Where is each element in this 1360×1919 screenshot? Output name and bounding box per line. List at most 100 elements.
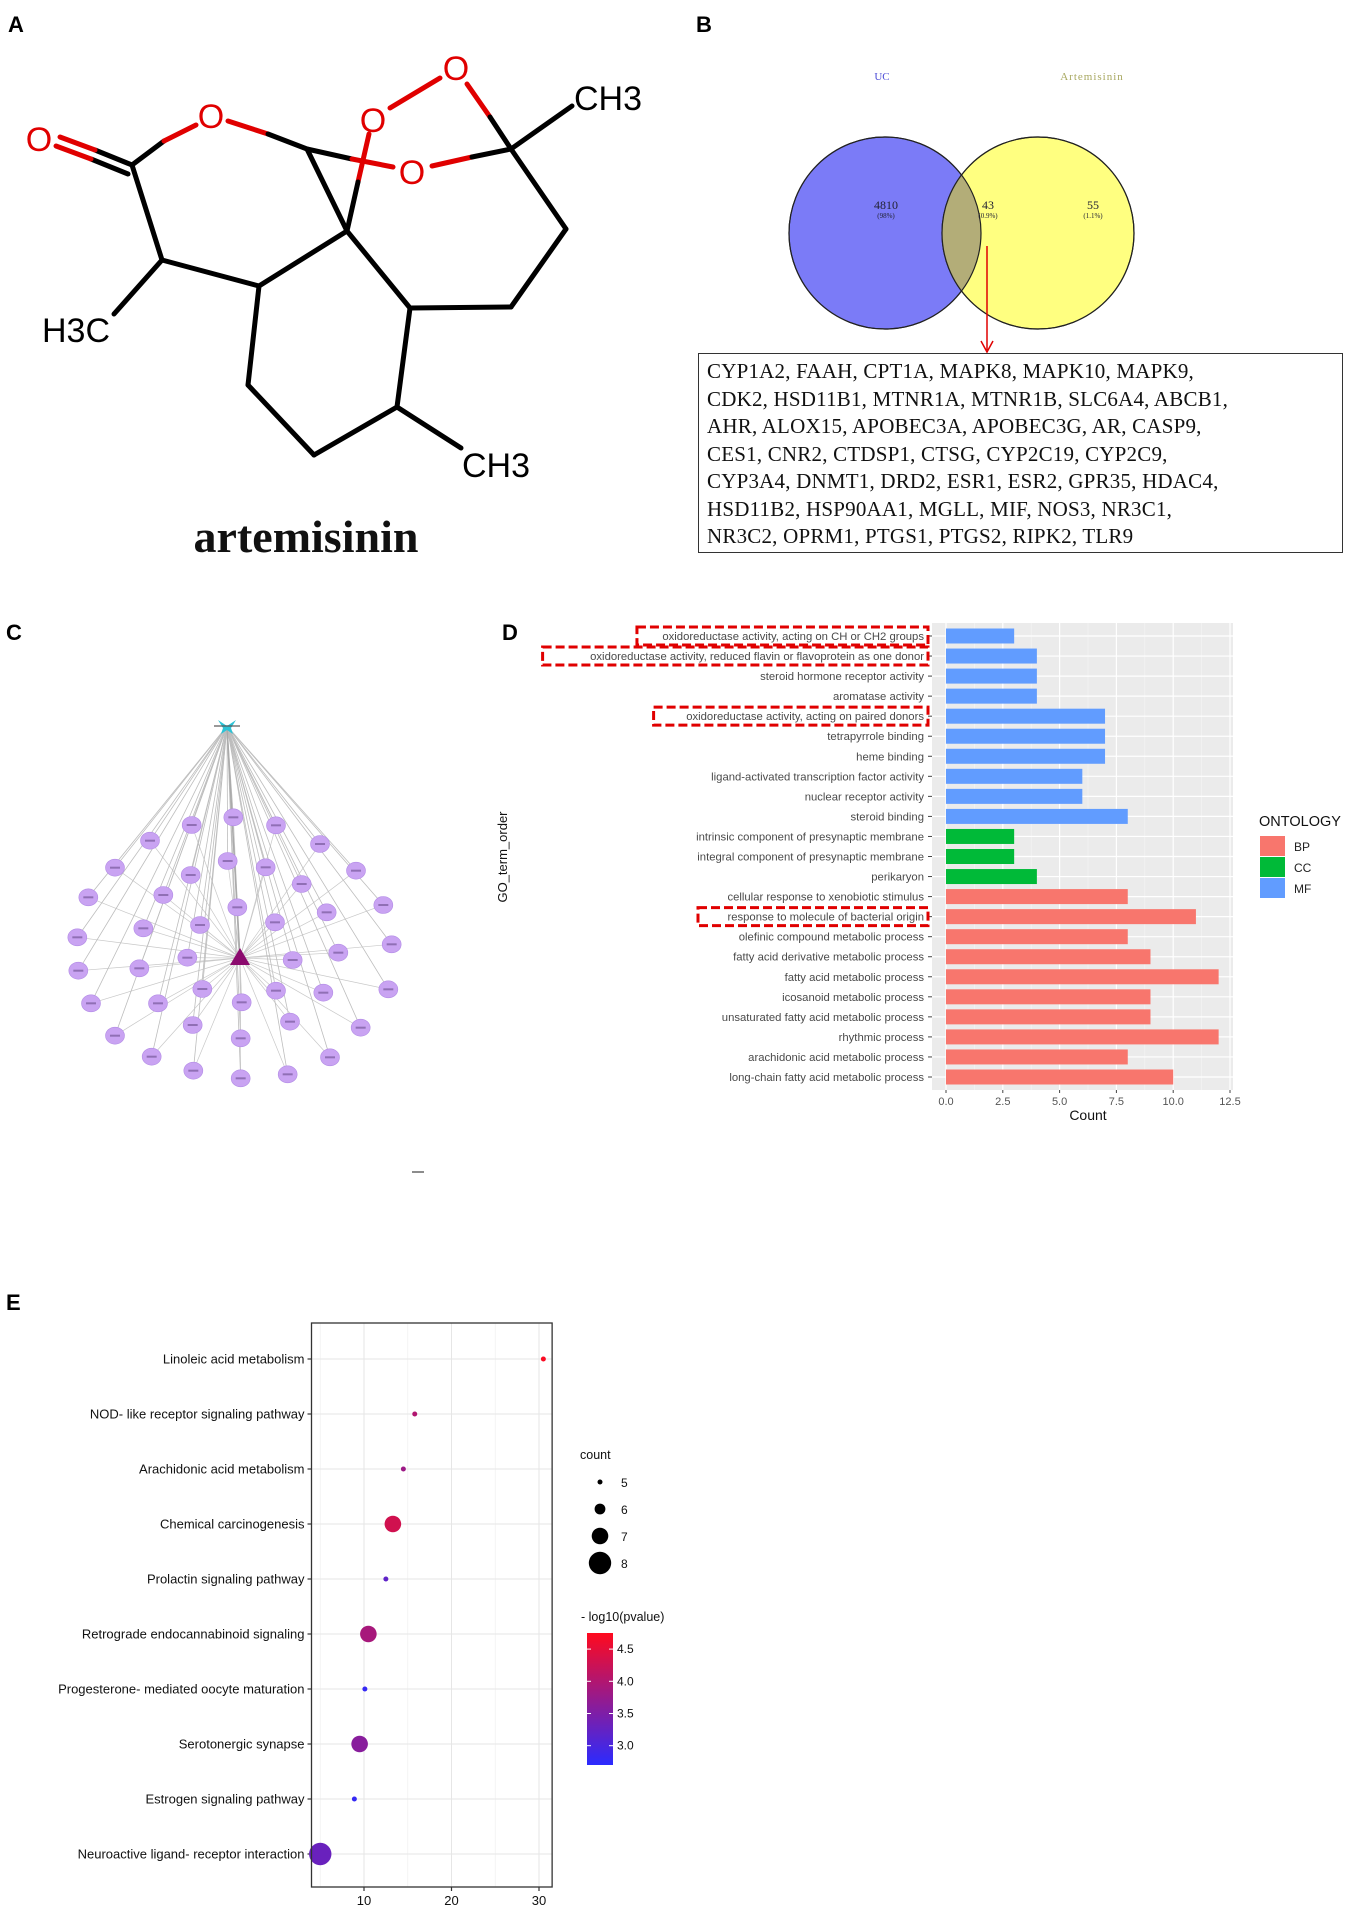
bond (129, 138, 167, 168)
size-legend-dot (594, 1503, 606, 1515)
bond (245, 382, 317, 458)
target-node-label (235, 1077, 246, 1080)
colorbar (587, 1633, 613, 1765)
network-edge (193, 957, 241, 1071)
network-edge (114, 957, 241, 1036)
target-node-label (182, 956, 193, 959)
network-edge (77, 936, 241, 959)
venn-count-overlap: 43 (982, 198, 994, 212)
bond (394, 404, 464, 451)
data-point (383, 1576, 389, 1582)
y-tick-label: heme binding (856, 751, 924, 763)
colorbar-label: 4.0 (617, 1674, 634, 1688)
bar (946, 748, 1106, 764)
y-tick-label: NOD- like receptor signaling pathway (90, 1407, 305, 1422)
y-tick-label: integral component of presynaptic membra… (697, 852, 924, 864)
target-node-label (222, 860, 233, 862)
target-node-label (296, 883, 307, 885)
bond (129, 162, 165, 263)
network-edge (157, 957, 241, 1004)
y-tick-label: fatty acid derivative metabolic process (733, 952, 924, 964)
size-legend-dot (591, 1527, 609, 1545)
gene-list-line: CYP3A4, DNMT1, DRD2, ESR1, ESR2, GPR35, … (707, 469, 1219, 493)
bar (946, 1029, 1219, 1045)
compound-name: artemisinin (194, 511, 419, 562)
x-tick-label: 7.5 (1109, 1096, 1124, 1108)
bond (407, 304, 514, 311)
target-node-label (351, 869, 361, 872)
bond (344, 228, 413, 311)
network-edge (90, 725, 228, 1004)
bond (111, 257, 165, 317)
go-bar-chart: 0.0 2.5 5.0 7.5 10.0 12.5 oxidoreductase activ… (495, 623, 1341, 1123)
venn-percent-artemisinin: (1.1%) (1083, 212, 1103, 220)
network-edge (114, 867, 241, 959)
target-node-label (145, 839, 155, 842)
network-edge (226, 725, 324, 993)
target-node-label (134, 967, 145, 970)
x-tick-label: 0.0 (938, 1096, 953, 1108)
legend-title: ONTOLOGY (1259, 814, 1341, 830)
target-node-label (73, 969, 84, 972)
plot-border (310, 1322, 553, 1888)
network-edge (239, 957, 242, 1079)
bar (946, 889, 1128, 905)
network-edge (151, 957, 241, 1057)
panel-label-b: B (696, 12, 712, 37)
y-tick-label: response to molecule of bacterial origin (727, 912, 924, 924)
gene-list-line: HSD11B2, HSP90AA1, MGLL, MIF, NOS3, NR3C… (707, 496, 1173, 521)
atom-ch3-bottom: CH3 (462, 447, 530, 485)
panel-label-d: D (502, 620, 518, 645)
bond (256, 228, 350, 289)
data-point (540, 1356, 546, 1362)
gene-list-line: CYP1A2, FAAH, CPT1A, MAPK8, MAPK10, MAPK… (707, 359, 1195, 383)
target-node-label (158, 894, 169, 896)
venn-label-artemisinin: Artemisinin (1060, 71, 1124, 83)
venn-label-uc: UC (874, 71, 889, 83)
bar (946, 808, 1128, 824)
highlight-box (696, 906, 930, 928)
y-tick-label: Retrograde endocannabinoid signaling (82, 1627, 305, 1642)
disease-node-triangle-icon (230, 948, 250, 965)
venn-diagram: UC Artemisinin 4810 (98%) 43 (0.9%) 55 (… (788, 71, 1135, 354)
data-point (384, 1515, 402, 1533)
network-edge (239, 957, 389, 990)
y-tick-label: Neuroactive ligand- receptor interaction (78, 1847, 305, 1862)
network-edge (77, 725, 228, 938)
network-edge (226, 725, 362, 1028)
artemisinin-structure (53, 75, 575, 458)
target-node-label (185, 874, 196, 876)
network-edge (192, 725, 228, 1026)
size-legend-title: count (580, 1448, 611, 1462)
bond (304, 146, 355, 162)
network-edge (226, 725, 229, 862)
network-edge (226, 725, 289, 1075)
bond (469, 146, 514, 160)
target-node-label (187, 1024, 198, 1026)
bond (508, 226, 569, 310)
bar (946, 628, 1015, 644)
network-edge (239, 957, 291, 1022)
bar (946, 969, 1219, 985)
target-node-label (285, 1020, 295, 1023)
bond (429, 154, 475, 169)
network-edge (226, 725, 321, 845)
bond (487, 114, 514, 152)
size-legend-label: 5 (621, 1476, 628, 1490)
target-node-label (186, 824, 197, 826)
target-node-label (195, 924, 205, 926)
gene-list-line: CDK2, HSD11B1, MTNR1A, MTNR1B, SLC6A4, A… (707, 386, 1229, 411)
bar (946, 849, 1015, 864)
bar (946, 1069, 1174, 1085)
bar (946, 768, 1083, 784)
bond (349, 156, 396, 170)
drug-node-label (214, 725, 240, 727)
network-edge (149, 725, 228, 841)
y-tick-label: cellular response to xenobiotic stimulus (727, 892, 924, 904)
y-tick-label: Estrogen signaling pathway (146, 1792, 305, 1807)
network-edge (157, 725, 228, 1004)
bar (946, 949, 1151, 965)
color-legend-title: - log10(pvalue) (581, 1610, 664, 1624)
y-tick-label: ligand-activated transcription factor ac… (711, 771, 924, 783)
